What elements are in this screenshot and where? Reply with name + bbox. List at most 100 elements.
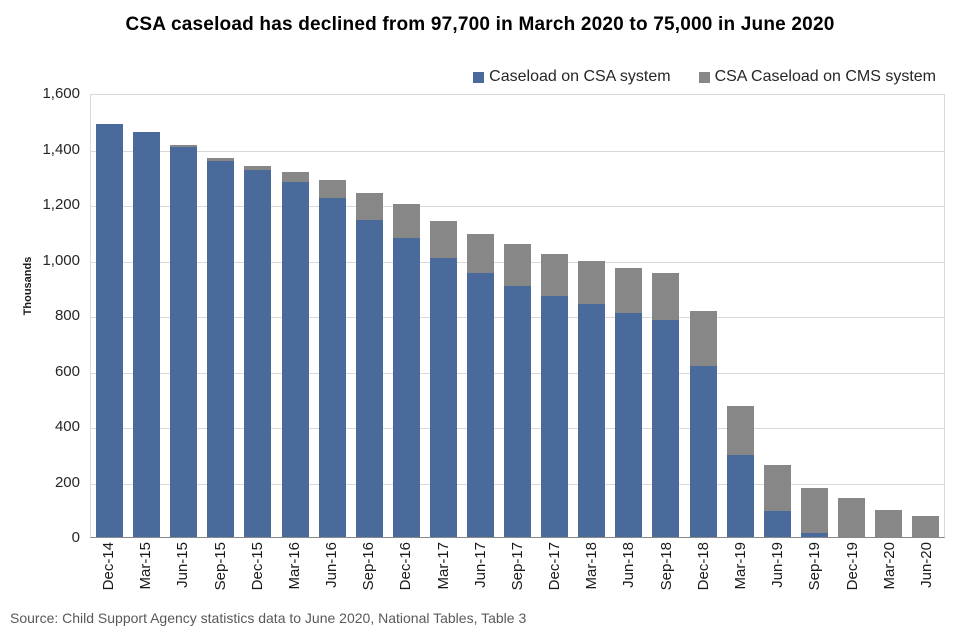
- bar-segment-csa: [800, 533, 828, 537]
- x-axis-tick-cell: Mar-20: [871, 542, 908, 606]
- bar-segment-csa: [392, 237, 420, 537]
- bar-group-Mar-16: [281, 172, 309, 537]
- bar-segment-cms: [763, 465, 791, 511]
- bar-band: [239, 95, 276, 537]
- x-axis-tick-label: Jun-18: [620, 542, 638, 588]
- bar-band: [870, 95, 907, 537]
- x-axis-tick-label: Jun-20: [917, 542, 935, 588]
- bar-segment-cms: [281, 172, 309, 183]
- bar-group-Dec-15: [244, 165, 272, 537]
- x-axis-tick-cell: Mar-16: [276, 542, 313, 606]
- y-axis-tick-label: 800: [54, 307, 80, 324]
- x-axis-tick-cell: Sep-15: [202, 542, 239, 606]
- bar-group-Mar-18: [578, 260, 606, 537]
- gridline: [91, 206, 944, 207]
- bar-group-Sep-17: [504, 244, 532, 537]
- y-axis-tick-label: 400: [54, 418, 80, 435]
- bar-segment-cms: [429, 220, 457, 258]
- y-axis-tick-label: 1,000: [42, 251, 80, 269]
- x-axis-tick-label: Mar-20: [880, 542, 898, 590]
- gridline: [91, 150, 944, 152]
- bar-group-Jun-16: [318, 180, 346, 537]
- y-axis-tick-label: 1,200: [42, 196, 80, 213]
- bar-group-Sep-15: [207, 158, 235, 537]
- bar-group-Jun-19: [763, 465, 791, 537]
- bar-segment-cms: [652, 272, 680, 320]
- x-axis-tick-label: Sep-15: [211, 542, 229, 591]
- x-axis-tick-cell: Dec-16: [387, 542, 424, 606]
- bar-segment-csa: [133, 132, 161, 537]
- bar-group-Dec-17: [541, 254, 569, 537]
- x-axis-tick-cell: Dec-19: [833, 542, 870, 606]
- bar-segment-csa: [578, 304, 606, 537]
- y-axis-tick-label: 1,600: [42, 85, 80, 102]
- legend-label-cms: CSA Caseload on CMS system: [714, 68, 936, 85]
- bar-segment-csa: [541, 295, 569, 537]
- x-axis-tick-label: Sep-18: [657, 542, 675, 591]
- bar-group-Mar-19: [726, 405, 754, 537]
- bar-band: [351, 95, 388, 537]
- bar-band: [388, 95, 425, 537]
- x-axis-tick-label: Mar-16: [285, 542, 303, 590]
- bar-band: [573, 95, 610, 537]
- x-axis-tick-cell: Mar-17: [425, 542, 462, 606]
- legend-item-csa: Caseload on CSA system: [473, 68, 671, 86]
- bar-segment-cms: [689, 311, 717, 366]
- legend-swatch-cms-icon: [698, 71, 710, 83]
- bar-segment-csa: [355, 219, 383, 537]
- x-axis-tick-cell: Jun-16: [313, 542, 350, 606]
- bar-group-Dec-19: [837, 497, 865, 537]
- x-axis-tick-cell: Sep-19: [796, 542, 833, 606]
- bar-segment-csa: [244, 169, 272, 537]
- bar-segment-cms: [615, 267, 643, 313]
- bar-segment-csa: [726, 454, 754, 537]
- bar-band: [536, 95, 573, 537]
- x-axis-labels: Dec-14 Mar-15 Jun-15 Sep-15 Dec-15 Mar-16 Jun-…: [90, 542, 945, 606]
- x-axis-tick-label: Dec-16: [397, 542, 415, 591]
- bar-segment-csa: [504, 285, 532, 537]
- bar-segment-csa: [281, 182, 309, 537]
- bar-group-Mar-20: [875, 509, 903, 537]
- bar-band: [462, 95, 499, 537]
- bar-band: [610, 95, 647, 537]
- bar-group-Sep-16: [355, 193, 383, 537]
- bar-segment-cms: [133, 131, 161, 133]
- bar-group-Jun-15: [170, 145, 198, 537]
- legend-label-csa: Caseload on CSA system: [489, 68, 671, 85]
- bar-group-Mar-15: [133, 131, 161, 537]
- x-axis-tick-cell: Sep-18: [648, 542, 685, 606]
- bar-group-Mar-17: [429, 220, 457, 537]
- bar-segment-cms: [318, 180, 346, 198]
- bar-group-Sep-18: [652, 272, 680, 537]
- bar-group-Dec-14: [96, 123, 124, 537]
- x-axis-tick-cell: Mar-18: [573, 542, 610, 606]
- x-axis-tick-label: Mar-15: [137, 542, 155, 590]
- x-axis-tick-cell: Mar-19: [722, 542, 759, 606]
- x-axis-tick-label: Dec-17: [546, 542, 564, 591]
- bar-segment-cms: [392, 204, 420, 238]
- legend-item-cms: CSA Caseload on CMS system: [698, 68, 936, 86]
- bar-segment-csa: [170, 146, 198, 537]
- x-axis-tick-label: Dec-14: [100, 542, 118, 591]
- bar-segment-cms: [800, 488, 828, 534]
- bar-segment-cms: [466, 233, 494, 273]
- x-axis-tick-cell: Sep-16: [350, 542, 387, 606]
- plot-area: [90, 94, 945, 538]
- x-axis-tick-cell: Dec-18: [685, 542, 722, 606]
- legend-swatch-csa-icon: [473, 71, 485, 83]
- bar-group-Sep-19: [800, 488, 828, 537]
- bar-segment-cms: [875, 509, 903, 537]
- y-axis-tick-label: 0: [71, 529, 80, 546]
- bar-segment-csa: [615, 312, 643, 537]
- x-axis-tick-cell: Jun-17: [462, 542, 499, 606]
- x-axis-tick-label: Mar-19: [732, 542, 749, 590]
- x-axis-tick-label: Dec-15: [248, 542, 266, 591]
- bar-segment-cms: [244, 165, 272, 170]
- x-axis-tick-cell: Jun-15: [164, 542, 201, 606]
- x-axis-tick-label: Sep-19: [806, 542, 824, 591]
- bar-segment-cms: [207, 158, 235, 161]
- bar-segment-cms: [504, 244, 532, 286]
- x-axis-tick-label: Sep-17: [508, 542, 526, 591]
- bar-band: [499, 95, 536, 537]
- x-axis-tick-label: Jun-15: [174, 542, 192, 588]
